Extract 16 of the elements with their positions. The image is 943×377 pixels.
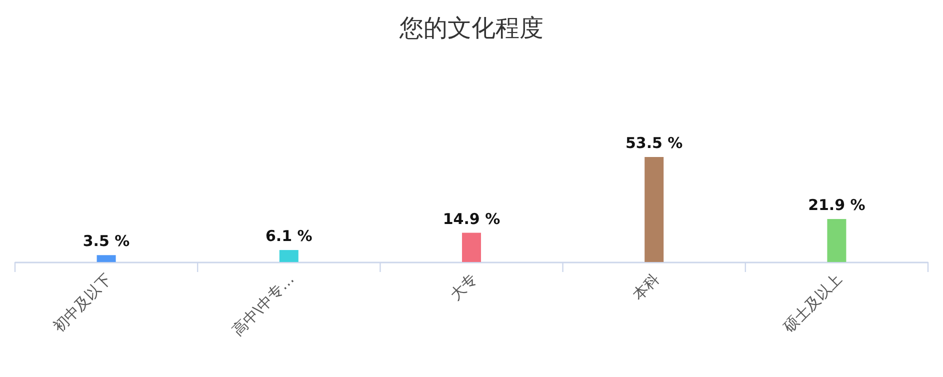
bar [827, 219, 846, 262]
data-label: 14.9 % [442, 210, 500, 228]
data-label: 53.5 % [625, 134, 683, 152]
chart-title: 您的文化程度 [398, 14, 544, 42]
x-tick-label: 高中\中专… [228, 270, 298, 340]
x-tick-label: 初中及以下 [49, 270, 116, 336]
data-label: 6.1 % [265, 227, 312, 246]
data-label: 3.5 % [82, 232, 130, 250]
data-label: 21.9 % [808, 196, 866, 214]
bar [279, 250, 298, 262]
x-tick-label: 本科 [628, 270, 663, 304]
bar [462, 232, 481, 262]
bar [96, 255, 116, 262]
bar [644, 157, 664, 262]
x-tick-label: 大专 [446, 270, 480, 304]
x-tick-label: 硕士及以上 [779, 270, 846, 337]
